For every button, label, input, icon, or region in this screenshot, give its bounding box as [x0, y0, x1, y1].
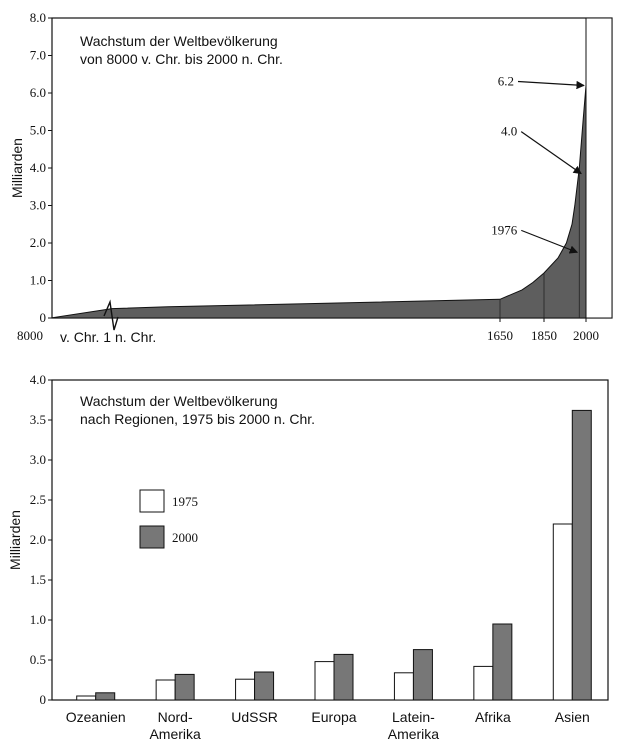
- legend-swatch: [139, 489, 165, 513]
- annotation-arrow: [521, 229, 579, 254]
- y-tick-label: 2.0: [30, 235, 46, 250]
- bar-2000: [333, 653, 354, 701]
- y-tick-label: 0: [40, 310, 47, 325]
- x-tick-label: 8000: [17, 328, 43, 343]
- x-tick-label: 1850: [531, 328, 557, 343]
- bars: [76, 409, 592, 701]
- era-break-mark: [103, 299, 119, 331]
- x-axis-ticks: 8000 v. Chr. 1 n. Chr. 1650 1850 2000: [17, 318, 599, 345]
- bar-2000: [492, 623, 513, 701]
- annotations: 6.2 4.0 1976: [491, 74, 585, 254]
- y-tick-label: 3.5: [30, 412, 46, 427]
- y-tick-label: 1.0: [30, 273, 46, 288]
- y-tick-label: 5.0: [30, 123, 46, 138]
- bar-2000: [254, 671, 275, 701]
- y-tick-label: 8.0: [30, 10, 46, 25]
- chart-title: Wachstum der Weltbevölkerung: [80, 393, 278, 409]
- bar-1975: [314, 661, 335, 701]
- y-tick-label: 0.5: [30, 652, 46, 667]
- category-label: UdSSR: [231, 709, 278, 725]
- annotation-arrow: [520, 131, 582, 175]
- legend-label: 1975: [172, 494, 198, 509]
- legend-label: 2000: [172, 530, 198, 545]
- y-tick-label: 1.5: [30, 572, 46, 587]
- y-tick-label: 7.0: [30, 48, 46, 63]
- population-area: [51, 85, 587, 319]
- x-tick-label: v. Chr. 1 n. Chr.: [60, 329, 156, 345]
- bar-1975: [473, 665, 494, 701]
- annotation-label: 6.2: [498, 74, 514, 89]
- bar-1975: [552, 523, 573, 701]
- y-tick-label: 4.0: [30, 160, 46, 175]
- category-label: Europa: [311, 709, 356, 725]
- y-tick-label: 6.0: [30, 85, 46, 100]
- chart-subtitle: nach Regionen, 1975 bis 2000 n. Chr.: [80, 411, 315, 427]
- annotation-label: 1976: [491, 222, 518, 237]
- population-area-series: [51, 17, 613, 331]
- category-label: Latein-Amerika: [388, 709, 440, 742]
- bar-2000: [412, 649, 433, 701]
- regional-population-bar-chart: 0 0.5 1.0 1.5 2.0 2.5 3.0 3.5 4.0 Ozeanien Nord-A…: [7, 372, 609, 742]
- y-tick-label: 4.0: [30, 372, 46, 387]
- bar-1975: [393, 672, 414, 701]
- bar-1975: [76, 695, 97, 701]
- category-label: Nord-Amerika: [149, 709, 201, 742]
- bar-1975: [235, 678, 256, 701]
- x-tick-label: 1650: [487, 328, 513, 343]
- legend-swatch: [139, 525, 165, 549]
- y-tick-label: 2.0: [30, 532, 46, 547]
- annotation-label: 4.0: [501, 124, 517, 139]
- category-label: Asien: [555, 709, 590, 725]
- category-label: Afrika: [475, 709, 511, 725]
- category-label: Ozeanien: [66, 709, 126, 725]
- x-tick-label: 2000: [573, 328, 599, 343]
- y-tick-label: 0: [40, 692, 47, 707]
- y-tick-label: 1.0: [30, 612, 46, 627]
- future-band: [585, 17, 613, 319]
- y-tick-label: 2.5: [30, 492, 46, 507]
- y-tick-label: 3.0: [30, 198, 46, 213]
- bar-2000: [174, 673, 195, 701]
- annotation-arrow: [517, 80, 585, 90]
- y-axis-ticks: 0 1.0 2.0 3.0 4.0 5.0 6.0 7.0 8.0: [30, 10, 52, 325]
- bar-2000: [95, 692, 116, 701]
- bar-1975: [155, 679, 176, 701]
- bar-2000: [571, 409, 592, 701]
- chart-title: Wachstum der Weltbevölkerung: [80, 33, 278, 49]
- y-axis-label: Milliarden: [9, 138, 25, 198]
- plot-frame: [51, 379, 609, 701]
- y-axis-label: Milliarden: [7, 510, 23, 570]
- legend: 1975 2000: [139, 489, 198, 549]
- world-population-growth-chart: 0 1.0 2.0 3.0 4.0 5.0 6.0 7.0 8.0 8000 v. Chr. 1 …: [9, 10, 613, 345]
- chart-subtitle: von 8000 v. Chr. bis 2000 n. Chr.: [80, 51, 283, 67]
- x-axis-category-labels: Ozeanien Nord-Amerika UdSSR Europa Latein-Am…: [66, 709, 590, 742]
- y-axis-ticks: 0 0.5 1.0 1.5 2.0 2.5 3.0 3.5 4.0: [30, 372, 52, 707]
- y-tick-label: 3.0: [30, 452, 46, 467]
